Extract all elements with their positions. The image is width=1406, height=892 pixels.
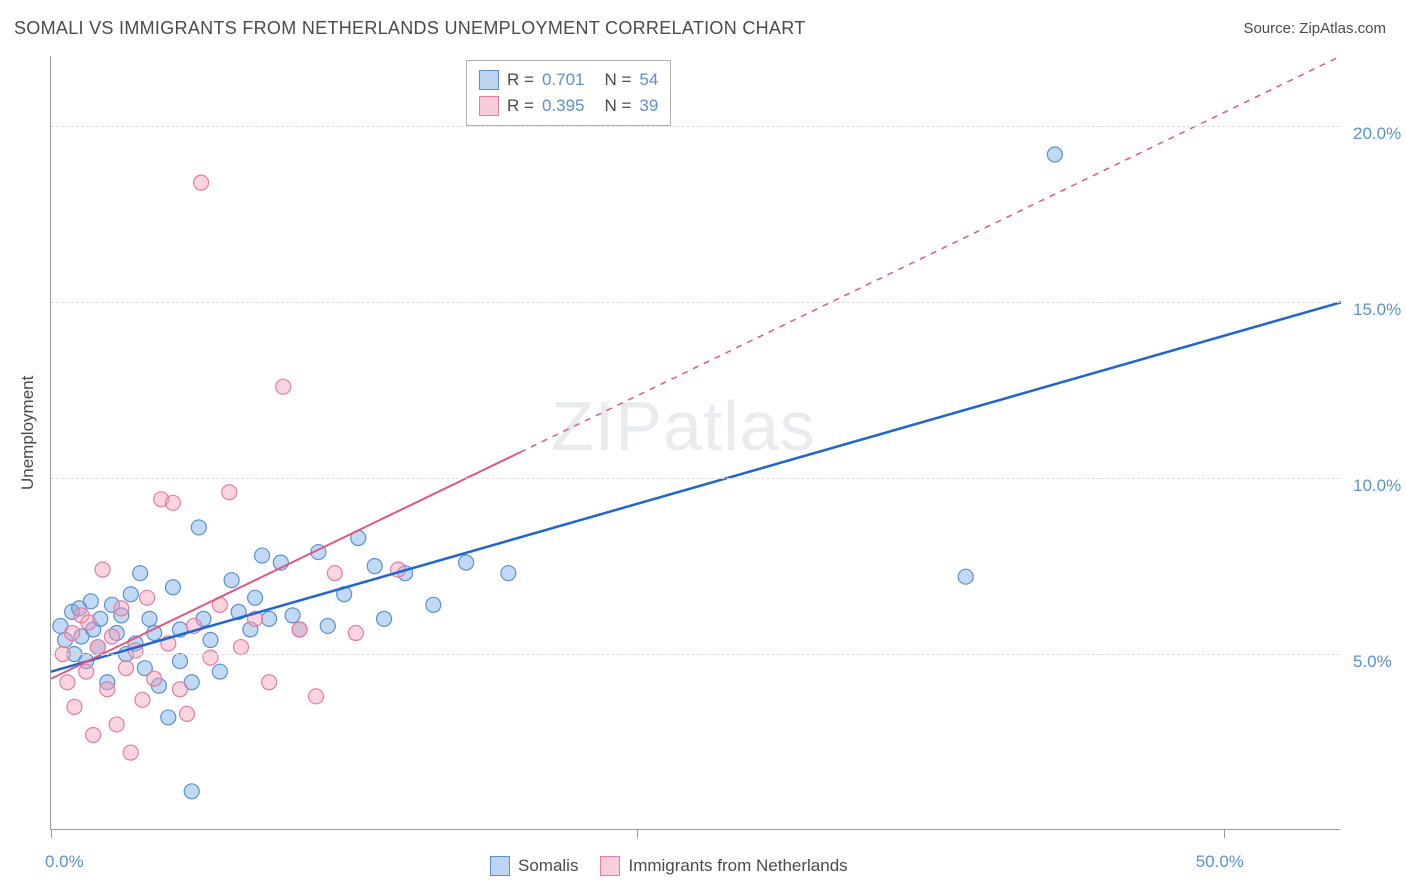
scatter-point [377, 611, 392, 626]
scatter-point [173, 682, 188, 697]
scatter-point [65, 625, 80, 640]
scatter-point [224, 573, 239, 588]
scatter-point [114, 601, 129, 616]
scatter-point [104, 629, 119, 644]
scatter-point [165, 580, 180, 595]
scatter-point [90, 640, 105, 655]
stat-n-value: 39 [639, 93, 658, 119]
legend-swatch [479, 96, 499, 116]
scatter-point [262, 611, 277, 626]
scatter-point [203, 633, 218, 648]
stat-r-value: 0.701 [542, 67, 585, 93]
scatter-point [276, 379, 291, 394]
scatter-point [123, 587, 138, 602]
scatter-point [367, 559, 382, 574]
legend-swatch [600, 856, 620, 876]
scatter-point [165, 495, 180, 510]
scatter-point [426, 597, 441, 612]
scatter-point [86, 728, 101, 743]
scatter-point [309, 689, 324, 704]
scatter-point [147, 671, 162, 686]
legend-label: Immigrants from Netherlands [628, 856, 847, 876]
scatter-point [203, 650, 218, 665]
trend-line [51, 302, 1341, 671]
scatter-point [147, 625, 162, 640]
plot-svg [51, 56, 1340, 829]
scatter-point [255, 548, 270, 563]
stat-n-label: N = [604, 93, 631, 119]
plot-area: ZIPatlas 5.0%10.0%15.0%20.0%0.0%50.0% [50, 56, 1340, 830]
stat-r-label: R = [507, 67, 534, 93]
scatter-point [233, 640, 248, 655]
scatter-point [194, 175, 209, 190]
gridline [51, 478, 1340, 479]
ytick-label: 20.0% [1353, 124, 1401, 144]
scatter-point [123, 745, 138, 760]
scatter-point [135, 692, 150, 707]
scatter-point [100, 682, 115, 697]
gridline [51, 654, 1340, 655]
scatter-point [501, 566, 516, 581]
scatter-point [262, 675, 277, 690]
xtick-mark [1224, 830, 1225, 838]
xtick-label: 50.0% [1196, 852, 1244, 872]
scatter-point [958, 569, 973, 584]
scatter-point [348, 625, 363, 640]
scatter-point [191, 520, 206, 535]
scatter-point [140, 590, 155, 605]
scatter-point [173, 654, 188, 669]
scatter-point [95, 562, 110, 577]
stat-n-value: 54 [639, 67, 658, 93]
scatter-point [222, 485, 237, 500]
scatter-point [67, 699, 82, 714]
scatter-point [161, 710, 176, 725]
scatter-point [459, 555, 474, 570]
gridline [51, 302, 1340, 303]
legend-series: Somalis Immigrants from Netherlands [490, 856, 848, 876]
scatter-point [180, 706, 195, 721]
trend-line [51, 452, 520, 678]
xtick-mark [637, 830, 638, 838]
legend-label: Somalis [518, 856, 578, 876]
y-axis-label: Unemployment [18, 376, 38, 490]
scatter-point [133, 566, 148, 581]
gridline [51, 126, 1340, 127]
scatter-point [285, 608, 300, 623]
scatter-point [184, 784, 199, 799]
stat-n-label: N = [604, 67, 631, 93]
ytick-label: 10.0% [1353, 476, 1401, 496]
scatter-point [212, 664, 227, 679]
legend-swatch [479, 70, 499, 90]
ytick-label: 15.0% [1353, 300, 1401, 320]
scatter-point [81, 615, 96, 630]
scatter-point [83, 594, 98, 609]
legend-stat-row: R = 0.395 N = 39 [479, 93, 658, 119]
legend-stat-row: R = 0.701 N = 54 [479, 67, 658, 93]
source-label: Source: ZipAtlas.com [1243, 20, 1386, 37]
stat-r-value: 0.395 [542, 93, 585, 119]
chart-container: SOMALI VS IMMIGRANTS FROM NETHERLANDS UN… [0, 0, 1406, 892]
scatter-point [320, 618, 335, 633]
legend-item: Immigrants from Netherlands [600, 856, 847, 876]
legend-swatch [490, 856, 510, 876]
scatter-point [109, 717, 124, 732]
scatter-point [79, 664, 94, 679]
scatter-point [142, 611, 157, 626]
chart-title: SOMALI VS IMMIGRANTS FROM NETHERLANDS UN… [14, 18, 806, 39]
scatter-point [60, 675, 75, 690]
xtick-mark [51, 830, 52, 838]
scatter-point [119, 661, 134, 676]
legend-stats: R = 0.701 N = 54 R = 0.395 N = 39 [466, 60, 671, 126]
legend-item: Somalis [490, 856, 578, 876]
scatter-point [1047, 147, 1062, 162]
xtick-label: 0.0% [45, 852, 84, 872]
scatter-point [292, 622, 307, 637]
scatter-point [327, 566, 342, 581]
scatter-point [248, 590, 263, 605]
stat-r-label: R = [507, 93, 534, 119]
ytick-label: 5.0% [1353, 652, 1392, 672]
